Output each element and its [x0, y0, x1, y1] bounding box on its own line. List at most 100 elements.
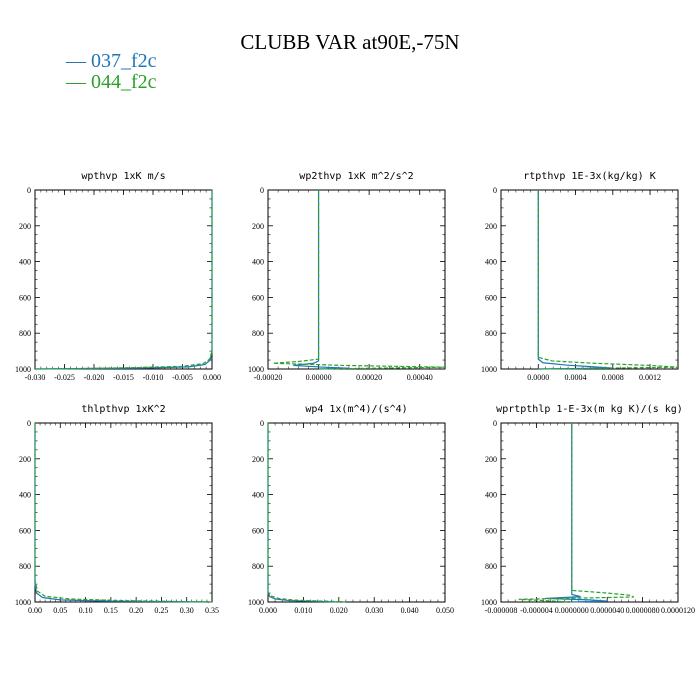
panel-title: thlpthvp 1xK^2 — [81, 404, 165, 415]
x-tick-label: -0.030 — [25, 373, 46, 382]
x-tick-label: 0.05 — [53, 606, 67, 615]
x-tick-label: -0.000008 — [485, 606, 518, 615]
x-tick-label: 0.00020 — [356, 373, 382, 382]
y-tick-label: 0 — [493, 186, 497, 195]
x-tick-label: -0.015 — [113, 373, 134, 382]
series-line-044_f2c — [537, 190, 679, 370]
x-tick-label: 0.00000 — [306, 373, 332, 382]
y-tick-label: 200 — [252, 455, 264, 464]
y-tick-label: 400 — [485, 258, 497, 267]
plot-frame — [34, 422, 213, 603]
x-tick-label: 0.050 — [436, 606, 454, 615]
y-tick-label: 600 — [19, 293, 31, 302]
x-tick-label: -0.025 — [54, 373, 75, 382]
y-tick-label: 0 — [260, 186, 264, 195]
y-tick-label: 200 — [485, 455, 497, 464]
y-tick-label: 400 — [252, 258, 264, 267]
x-tick-label: 0.25 — [154, 606, 168, 615]
x-tick-label: 0.0000120 — [661, 606, 695, 615]
y-tick-label: 1000 — [481, 365, 497, 374]
series-line-037_f2c — [34, 423, 207, 603]
y-tick-label: 0 — [493, 419, 497, 428]
series-line-044_f2c — [273, 190, 446, 370]
y-tick-label: 400 — [252, 491, 264, 500]
x-tick-label: -0.010 — [143, 373, 164, 382]
panel-6: wprtpthlp 1-E-3x(m kg K)/(s kg) 0 200 400 60… — [481, 404, 695, 615]
x-tick-label: -0.005 — [172, 373, 193, 382]
panel-title: wpthvp 1xK m/s — [81, 171, 165, 182]
series-line-037_f2c — [267, 423, 339, 603]
y-tick-label: 600 — [252, 293, 264, 302]
y-tick-label: 800 — [252, 562, 264, 571]
series-line-037_f2c — [293, 190, 349, 370]
y-tick-label: 800 — [485, 329, 497, 338]
x-tick-label: 0.040 — [401, 606, 419, 615]
panel-title: wp4 1x(m^4)/(s^4) — [305, 404, 407, 415]
y-tick-label: 600 — [485, 526, 497, 535]
x-tick-label: 0.00 — [28, 606, 42, 615]
series-line-037_f2c — [545, 423, 608, 603]
plot-frame — [34, 189, 213, 370]
plot-frame — [500, 422, 679, 603]
y-tick-label: 800 — [252, 329, 264, 338]
y-tick-label: 200 — [252, 222, 264, 231]
x-tick-label: 0.0000000 — [555, 606, 589, 615]
y-tick-label: 1000 — [15, 598, 31, 607]
x-tick-label: 0.35 — [205, 606, 219, 615]
plot-frame — [267, 189, 446, 370]
y-tick-label: 200 — [19, 222, 31, 231]
y-tick-label: 400 — [485, 491, 497, 500]
y-tick-label: 400 — [19, 258, 31, 267]
y-tick-label: 600 — [485, 293, 497, 302]
y-tick-label: 0 — [27, 186, 31, 195]
legend-item-044: — 044_f2c — [66, 71, 157, 93]
y-tick-label: 1000 — [15, 365, 31, 374]
plot-frame — [267, 422, 446, 603]
x-tick-label: -0.020 — [84, 373, 105, 382]
x-tick-label: -0.00020 — [254, 373, 283, 382]
panel-1: wpthvp 1xK m/s 0 200 400 600 800 1000-0.030 -0.… — [15, 171, 221, 382]
x-tick-label: 0.20 — [129, 606, 143, 615]
x-tick-label: 0.0000080 — [626, 606, 660, 615]
x-tick-label: 0.000 — [259, 606, 277, 615]
series-line-044_f2c — [34, 190, 213, 370]
series-line-044_f2c — [267, 423, 346, 603]
x-tick-label: 0.0000040 — [590, 606, 624, 615]
x-tick-label: 0.0000 — [527, 373, 549, 382]
y-tick-label: 800 — [19, 562, 31, 571]
plot-frame — [500, 189, 679, 370]
x-tick-label: 0.30 — [180, 606, 194, 615]
y-tick-label: 800 — [485, 562, 497, 571]
y-tick-label: 600 — [252, 526, 264, 535]
x-tick-label: 0.000 — [203, 373, 221, 382]
y-tick-label: 200 — [485, 222, 497, 231]
x-tick-label: 0.030 — [365, 606, 383, 615]
panel-3: rtpthvp 1E-3x(kg/kg) K 0 200 400 600 800 1000 0… — [481, 171, 679, 382]
y-tick-label: 400 — [19, 491, 31, 500]
y-tick-label: 1000 — [481, 598, 497, 607]
y-tick-label: 200 — [19, 455, 31, 464]
x-tick-label: 0.00040 — [407, 373, 433, 382]
series-line-044_f2c — [34, 423, 213, 603]
x-tick-label: 0.15 — [104, 606, 118, 615]
x-tick-label: 0.10 — [79, 606, 93, 615]
legend-item-037: — 037_f2c — [66, 50, 157, 72]
x-tick-label: 0.0012 — [639, 373, 661, 382]
panel-title: wprtpthlp 1-E-3x(m kg K)/(s kg) — [496, 404, 683, 415]
series-line-044_f2c — [518, 423, 634, 603]
series-line-037_f2c — [537, 190, 613, 370]
y-tick-label: 0 — [260, 419, 264, 428]
y-tick-label: 600 — [19, 526, 31, 535]
panel-title: wp2thvp 1xK m^2/s^2 — [299, 171, 413, 182]
y-tick-label: 1000 — [248, 598, 264, 607]
x-tick-label: 0.0004 — [565, 373, 587, 382]
x-tick-label: -0.000004 — [520, 606, 553, 615]
y-tick-label: 0 — [27, 419, 31, 428]
x-tick-label: 0.0008 — [602, 373, 624, 382]
x-tick-label: 0.010 — [294, 606, 312, 615]
series-line-037_f2c — [34, 190, 213, 370]
y-tick-label: 800 — [19, 329, 31, 338]
